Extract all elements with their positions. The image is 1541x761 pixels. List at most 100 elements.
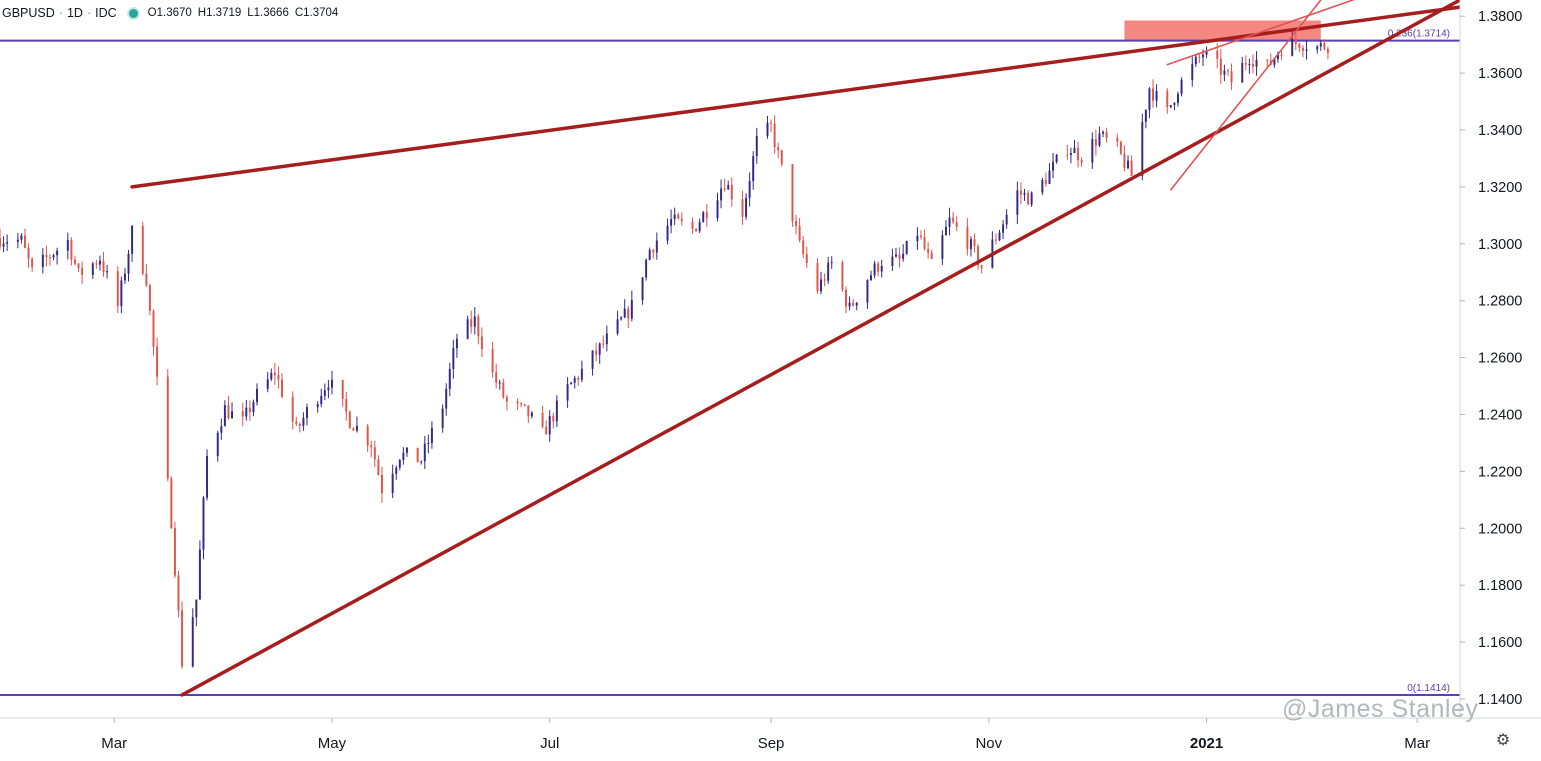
candle-body: [994, 239, 997, 241]
candle-body: [1248, 63, 1251, 65]
candle-body: [716, 200, 719, 219]
candle-body: [1273, 58, 1276, 65]
minor-trendline[interactable]: [1170, 0, 1322, 191]
candle-body: [1019, 190, 1022, 195]
candle-body: [919, 235, 922, 238]
candle-body: [302, 417, 305, 426]
major-trendline[interactable]: [180, 0, 1462, 697]
candle-body: [24, 235, 26, 248]
candle-body: [266, 379, 269, 389]
candle-body: [1144, 109, 1147, 122]
candle-body: [1069, 153, 1072, 155]
candle-body: [552, 416, 555, 422]
candle-body: [802, 240, 805, 255]
time-axis-background: [0, 718, 1541, 756]
time-tick-label: Nov: [975, 735, 1002, 752]
candle-body: [1073, 147, 1076, 154]
candle-body: [116, 271, 119, 307]
candle-body: [748, 181, 751, 198]
candle-body: [705, 212, 708, 219]
candle-body: [95, 263, 98, 265]
time-tick-label: May: [318, 735, 347, 752]
candle-body: [77, 263, 80, 269]
candle-body: [1316, 46, 1319, 50]
data-source-label: IDC: [95, 6, 117, 20]
candle-body: [20, 235, 23, 240]
candle-body: [227, 405, 230, 419]
candle-body: [1127, 160, 1130, 169]
candle-body: [330, 379, 333, 388]
candle-body: [1291, 38, 1294, 56]
candle-body: [1173, 102, 1176, 105]
candle-body: [1141, 121, 1144, 176]
candle-body: [127, 253, 130, 274]
candle-body: [1169, 104, 1172, 108]
candle-body: [977, 246, 980, 266]
candle-body: [780, 150, 783, 165]
price-tick-label: 1.3200: [1478, 180, 1522, 196]
candle-body: [1226, 70, 1229, 72]
candle-body: [998, 232, 1001, 241]
candle-body: [320, 395, 323, 405]
candle-body: [220, 426, 223, 433]
candle-body: [505, 397, 508, 402]
candle-body: [523, 404, 526, 406]
resistance-zone[interactable]: [1124, 20, 1321, 41]
candle-body: [448, 368, 451, 389]
candle-body: [495, 372, 498, 383]
candle-body: [1102, 131, 1105, 134]
candle-body: [256, 388, 258, 402]
candle-body: [1152, 88, 1154, 101]
price-tick-label: 1.2400: [1478, 407, 1522, 423]
candle-body: [405, 447, 408, 453]
minor-trendline[interactable]: [1166, 0, 1354, 66]
candle-body: [395, 467, 398, 474]
candle-body: [969, 239, 972, 250]
legend-separator: ·: [58, 6, 63, 20]
candle-body: [206, 456, 209, 498]
candle-body: [480, 336, 483, 349]
candle-body: [666, 225, 669, 241]
candle-body: [873, 263, 876, 276]
candle-body: [1244, 63, 1247, 65]
price-tick-label: 1.1600: [1478, 635, 1522, 651]
candle-body: [1177, 93, 1179, 103]
candle-body: [1230, 71, 1233, 83]
candle-body: [295, 421, 298, 424]
symbol-name[interactable]: GBPUSD: [2, 6, 55, 20]
candle-body: [980, 265, 983, 268]
candle-body: [830, 261, 833, 263]
candle-body: [377, 459, 380, 476]
price-axis-background: [1460, 0, 1541, 756]
candle-body: [441, 408, 444, 428]
candle-body: [106, 271, 109, 273]
candle-body: [548, 416, 551, 435]
candle-body: [452, 348, 455, 369]
candle-body: [341, 379, 344, 400]
candle-body: [902, 253, 905, 259]
candle-body: [1323, 43, 1326, 49]
gear-icon[interactable]: ⚙: [1495, 732, 1511, 749]
candle-body: [877, 263, 880, 272]
close-value: C1.3704: [294, 7, 339, 19]
interval-label[interactable]: 1D: [66, 6, 83, 20]
candle-body: [291, 396, 294, 422]
candle-body: [345, 399, 348, 412]
candle-body: [1098, 133, 1101, 146]
price-tick-label: 1.3400: [1478, 123, 1522, 139]
candle-body: [306, 407, 308, 418]
major-trendline[interactable]: [130, 5, 1462, 189]
candle-body: [31, 258, 34, 267]
price-tick-label: 1.3000: [1478, 237, 1522, 253]
candle-body: [241, 411, 244, 417]
candle-body: [616, 319, 619, 334]
candle-body: [102, 260, 105, 273]
candle-body: [98, 260, 101, 265]
candle-body: [181, 610, 184, 667]
candle-body: [216, 432, 219, 457]
candle-body: [41, 254, 44, 267]
candle-body: [955, 221, 958, 227]
candle-body: [477, 316, 480, 337]
